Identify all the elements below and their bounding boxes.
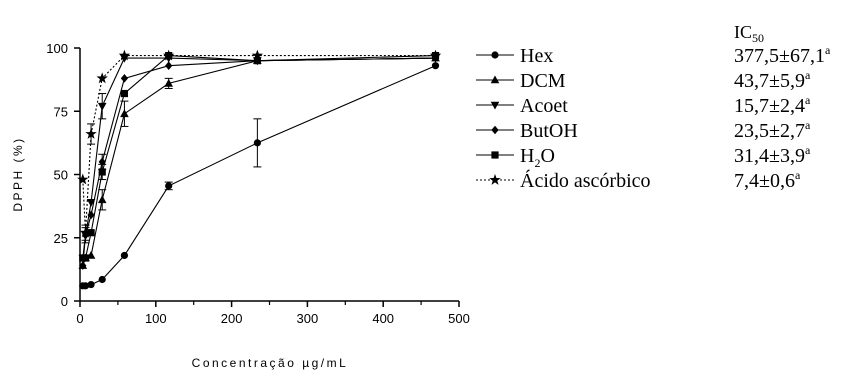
ic50-value: 15,7±2,4a [734, 93, 811, 117]
y-tick-label: 50 [54, 168, 68, 183]
series-5 [77, 49, 442, 241]
legend-label: DCM [520, 70, 566, 92]
legend-swatch-marker [491, 151, 499, 159]
y-tick-label: 25 [54, 231, 68, 246]
ic50-value: 7,4±0,6a [734, 168, 801, 192]
data-point [81, 282, 90, 290]
series-0 [79, 62, 440, 290]
data-point [87, 210, 95, 220]
data-point [164, 78, 173, 87]
legend-label: Hex [520, 45, 553, 67]
data-point [77, 173, 89, 185]
data-point [429, 49, 442, 61]
ic50-value: 43,7±5,9a [734, 68, 811, 92]
x-tick-label: 300 [297, 311, 319, 326]
legend-label: H2O [520, 145, 555, 170]
legend-label: Ácido ascórbico [520, 169, 651, 192]
data-point [98, 275, 106, 284]
data-point [86, 199, 96, 207]
ic50-value: 377,5±67,1a [734, 43, 831, 67]
y-tick-label: 0 [61, 294, 68, 309]
ic50-value: 23,5±2,7a [734, 118, 811, 142]
series-line [82, 55, 436, 259]
data-point [79, 226, 92, 238]
legend-item-0: Hex [476, 45, 553, 67]
x-tick-label: 200 [221, 311, 243, 326]
data-point [165, 61, 173, 71]
ic50-value: 31,4±3,9a [734, 143, 811, 167]
data-point [85, 128, 97, 139]
data-point [162, 49, 175, 61]
x-tick-label: 100 [145, 311, 167, 326]
x-tick-label: 400 [372, 311, 394, 326]
y-axis-label: DPPH (%) [11, 136, 25, 211]
data-point [97, 195, 107, 204]
data-point [253, 57, 261, 65]
series-4 [79, 51, 440, 262]
legend-swatch-marker [489, 174, 501, 185]
x-tick-label: 500 [448, 311, 470, 326]
data-point [87, 280, 95, 289]
data-point [251, 49, 264, 61]
series-layer [77, 49, 442, 290]
legend-swatch-marker [491, 125, 499, 135]
data-point [120, 89, 129, 98]
data-point [98, 168, 106, 176]
legend-item-3: ButOH [476, 120, 578, 142]
data-point [79, 261, 87, 270]
y-tick-label: 75 [54, 104, 68, 119]
legend-item-5: Ácido ascórbico [476, 169, 651, 192]
axes: 0 100 200 300 400 500 0 25 50 75 100 [46, 41, 470, 326]
series-line [82, 65, 436, 287]
legend-item-4: H2O [476, 145, 555, 170]
legend-item-2: Acoet [476, 95, 568, 117]
data-point [81, 254, 90, 262]
ic50-column: IC50377,5±67,1a43,7±5,9a15,7±2,4a23,5±2,… [734, 22, 831, 192]
legend-swatch-marker [490, 75, 500, 84]
data-point [118, 49, 131, 61]
data-point [87, 229, 95, 237]
series-line [82, 55, 436, 233]
data-point [96, 72, 108, 84]
legend-swatch-marker [491, 51, 499, 59]
data-point [431, 62, 440, 70]
legend-item-1: DCM [476, 70, 566, 92]
legend-label: Acoet [520, 95, 568, 117]
x-tick-label: 0 [76, 311, 83, 326]
data-point [97, 102, 107, 111]
ic50-header: IC50 [734, 22, 764, 45]
legend-label: ButOH [520, 120, 578, 142]
data-point [253, 139, 261, 147]
data-point [120, 109, 129, 118]
data-point [120, 74, 129, 83]
data-point [165, 182, 173, 190]
data-point [120, 251, 129, 260]
y-tick-label: 100 [46, 41, 68, 56]
legend-swatch-marker [490, 101, 500, 110]
x-axis-label: Concentração µg/mL [192, 356, 349, 370]
